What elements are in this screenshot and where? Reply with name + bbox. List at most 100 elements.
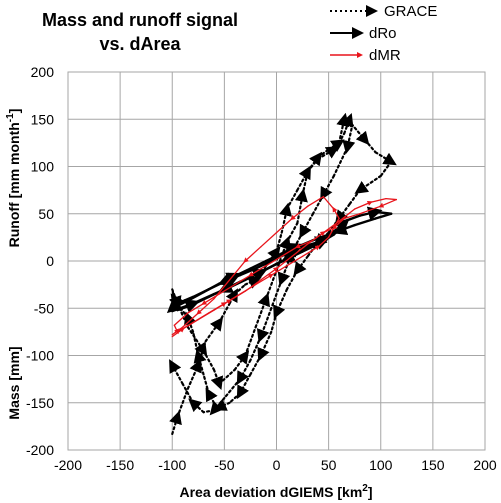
segment-grace <box>379 160 393 178</box>
segment-grace <box>193 349 207 376</box>
segment-dmr <box>270 265 288 276</box>
segment-grace <box>364 138 377 154</box>
segment-grace <box>205 387 218 404</box>
segment-dmr <box>385 197 398 201</box>
segment-grace <box>285 269 299 291</box>
segment-grace <box>249 354 262 376</box>
segment-dmr <box>322 196 335 210</box>
segment-dro <box>171 299 190 310</box>
segment-grace <box>354 174 382 194</box>
segment-grace <box>233 283 247 296</box>
segment-dmr <box>275 217 293 234</box>
segment-dro <box>202 282 221 294</box>
y-tick-label: 100 <box>31 159 55 175</box>
segment-grace <box>204 317 224 343</box>
segment-grace <box>294 188 308 225</box>
segment-grace <box>236 359 252 385</box>
segment-grace <box>209 396 226 416</box>
segment-grace <box>273 288 289 320</box>
segment-dro <box>264 252 283 263</box>
segment-grace <box>249 335 262 362</box>
segment-dro <box>186 290 205 302</box>
y-tick-label: 0 <box>46 253 54 269</box>
x-tick-label: -200 <box>54 457 82 473</box>
grid <box>67 71 486 451</box>
x-tick-labels: -200 -150 -100 -50 0 50 100 150 200 <box>54 457 497 473</box>
segment-grace <box>348 118 353 130</box>
segment-grace <box>202 409 216 414</box>
segment-grace <box>270 311 278 333</box>
segment-dmr <box>192 312 210 324</box>
segment-grace <box>335 203 351 224</box>
segment-grace <box>181 382 195 404</box>
segment-grace <box>285 189 299 211</box>
segment-grace <box>254 292 270 329</box>
segment-dmr <box>327 217 340 239</box>
segment-grace <box>228 392 242 404</box>
plot-area <box>67 71 486 451</box>
segment-dmr <box>260 231 278 248</box>
segment-grace <box>223 378 242 400</box>
segment-dmr <box>182 312 199 328</box>
segment-grace <box>279 202 292 234</box>
legend-item-dmr: dMR <box>330 47 401 64</box>
segment-grace <box>301 170 309 196</box>
segment-grace <box>285 222 299 244</box>
y-axis-label-runoff-end: ] <box>6 109 22 114</box>
segment-grace <box>350 122 370 146</box>
y-tick-labels: -200 -150 -100 -50 0 50 100 150 200 <box>26 64 54 458</box>
segment-grace <box>374 151 397 166</box>
segment-grace <box>270 278 283 310</box>
y-tick-label: -100 <box>26 348 54 364</box>
y-tick-label: 200 <box>31 64 55 80</box>
x-axis-label-end: ] <box>368 484 373 500</box>
segment-dmr <box>228 260 246 281</box>
segment-grace <box>257 330 273 362</box>
segment-grace <box>348 189 361 206</box>
y-tick-label: 50 <box>38 206 54 222</box>
segment-dro <box>249 259 268 270</box>
legend-label-dro: dRo <box>369 25 397 42</box>
segment-grace <box>317 148 330 159</box>
y-tick-label: 150 <box>31 111 55 127</box>
segment-dro <box>238 267 257 277</box>
segment-dmr <box>307 196 325 207</box>
segment-dmr <box>322 227 335 234</box>
segment-dmr <box>290 205 309 221</box>
segment-grace <box>293 255 309 276</box>
segment-dmr <box>213 279 231 300</box>
segment-dmr <box>223 293 241 305</box>
segment-dro <box>233 267 252 278</box>
x-tick-label: 0 <box>273 457 281 473</box>
segment-dro <box>270 257 289 268</box>
segment-dro <box>301 242 320 253</box>
segment-dro <box>358 206 383 221</box>
segment-dmr <box>338 208 356 222</box>
y-axis-label-mass: Mass [mm] <box>6 346 22 419</box>
x-tick-label: 50 <box>321 457 337 473</box>
segment-grace <box>244 326 257 357</box>
segment-dmr <box>354 201 373 210</box>
segment-grace <box>218 368 236 385</box>
y-axis-label-runoff-main: Runoff [mm month <box>6 122 22 247</box>
segment-grace <box>202 349 216 371</box>
segment-grace <box>342 127 356 155</box>
segment-grace <box>320 174 335 201</box>
segment-dmr <box>173 312 189 326</box>
segment-grace <box>176 387 189 419</box>
segment-dmr <box>359 205 382 215</box>
x-tick-label: 200 <box>473 457 497 473</box>
segment-dro <box>353 217 377 227</box>
segment-dmr <box>301 245 321 257</box>
segment-grace <box>169 410 182 436</box>
segment-grace <box>275 231 283 253</box>
y-axis-label-runoff-sup: -1 <box>5 113 16 122</box>
chart-title-line2: vs. dArea <box>99 34 181 54</box>
segment-dmr <box>294 239 314 249</box>
x-axis-label: Area deviation dGIEMS [km2] <box>179 483 372 500</box>
x-tick-label: -50 <box>214 457 234 473</box>
legend: GRACE dRo dMR <box>330 3 437 64</box>
y-tick-label: -200 <box>26 442 54 458</box>
segment-dro <box>176 303 195 312</box>
segment-dro <box>207 288 226 299</box>
